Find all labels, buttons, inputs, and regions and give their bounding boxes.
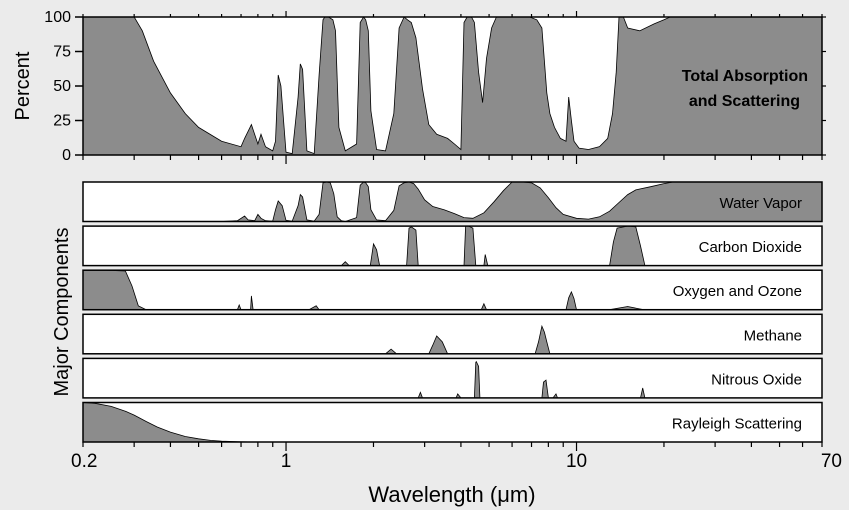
total-title-line-1: Total Absorption (682, 68, 808, 85)
component-label: Rayleigh Scattering (672, 416, 802, 433)
component-panel-frame (82, 401, 823, 443)
total-absorption-panel: 0 25 50 75 100 (44, 9, 826, 164)
component-label: Methane (744, 327, 802, 344)
component-panel-background (83, 402, 822, 442)
y-tick-label: 0 (62, 147, 71, 164)
component-panel-frame (82, 269, 823, 311)
x-tick-label: 70 (821, 451, 842, 472)
x-tick-label: 1 (281, 451, 292, 472)
x-tick-label: 10 (566, 451, 587, 472)
y-tick-label: 25 (53, 113, 71, 130)
component-panel: Nitrous Oxide (82, 357, 823, 399)
component-panel-background (83, 226, 822, 266)
components-ylabel: Major Components (51, 228, 73, 397)
component-label: Carbon Dioxide (699, 239, 802, 256)
component-panel: Water Vapor (82, 181, 823, 223)
component-panel-frame (82, 181, 823, 223)
component-panel-background (83, 270, 822, 310)
y-tick-label: 100 (44, 9, 71, 26)
y-tick-label: 50 (53, 78, 71, 95)
component-panels: Water Vapor Carbon Dioxide Oxygen and Ozon… (82, 181, 823, 443)
x-axis-title: Wavelength (μm) (368, 482, 535, 507)
x-tick-label: 0.2 (71, 451, 97, 472)
x-axis: 0.2 1 10 70 (71, 11, 842, 472)
component-panel-background (83, 358, 822, 398)
component-panel: Methane (82, 313, 823, 355)
component-panel: Carbon Dioxide (82, 225, 823, 267)
total-absorption-area (82, 16, 823, 156)
component-panel: Rayleigh Scattering (82, 401, 823, 443)
component-label: Water Vapor (719, 195, 802, 212)
component-label: Oxygen and Ozone (673, 283, 802, 300)
y-tick-label: 75 (53, 44, 71, 61)
component-panel: Oxygen and Ozone (82, 269, 823, 311)
component-label: Nitrous Oxide (711, 371, 802, 388)
component-panel-frame (82, 357, 823, 399)
total-ylabel: Percent (12, 51, 34, 120)
component-panel-background (83, 314, 822, 354)
component-panel-frame (82, 313, 823, 355)
component-panel-frame (82, 225, 823, 267)
total-title-line-2: and Scattering (689, 93, 800, 110)
component-area (83, 181, 823, 222)
